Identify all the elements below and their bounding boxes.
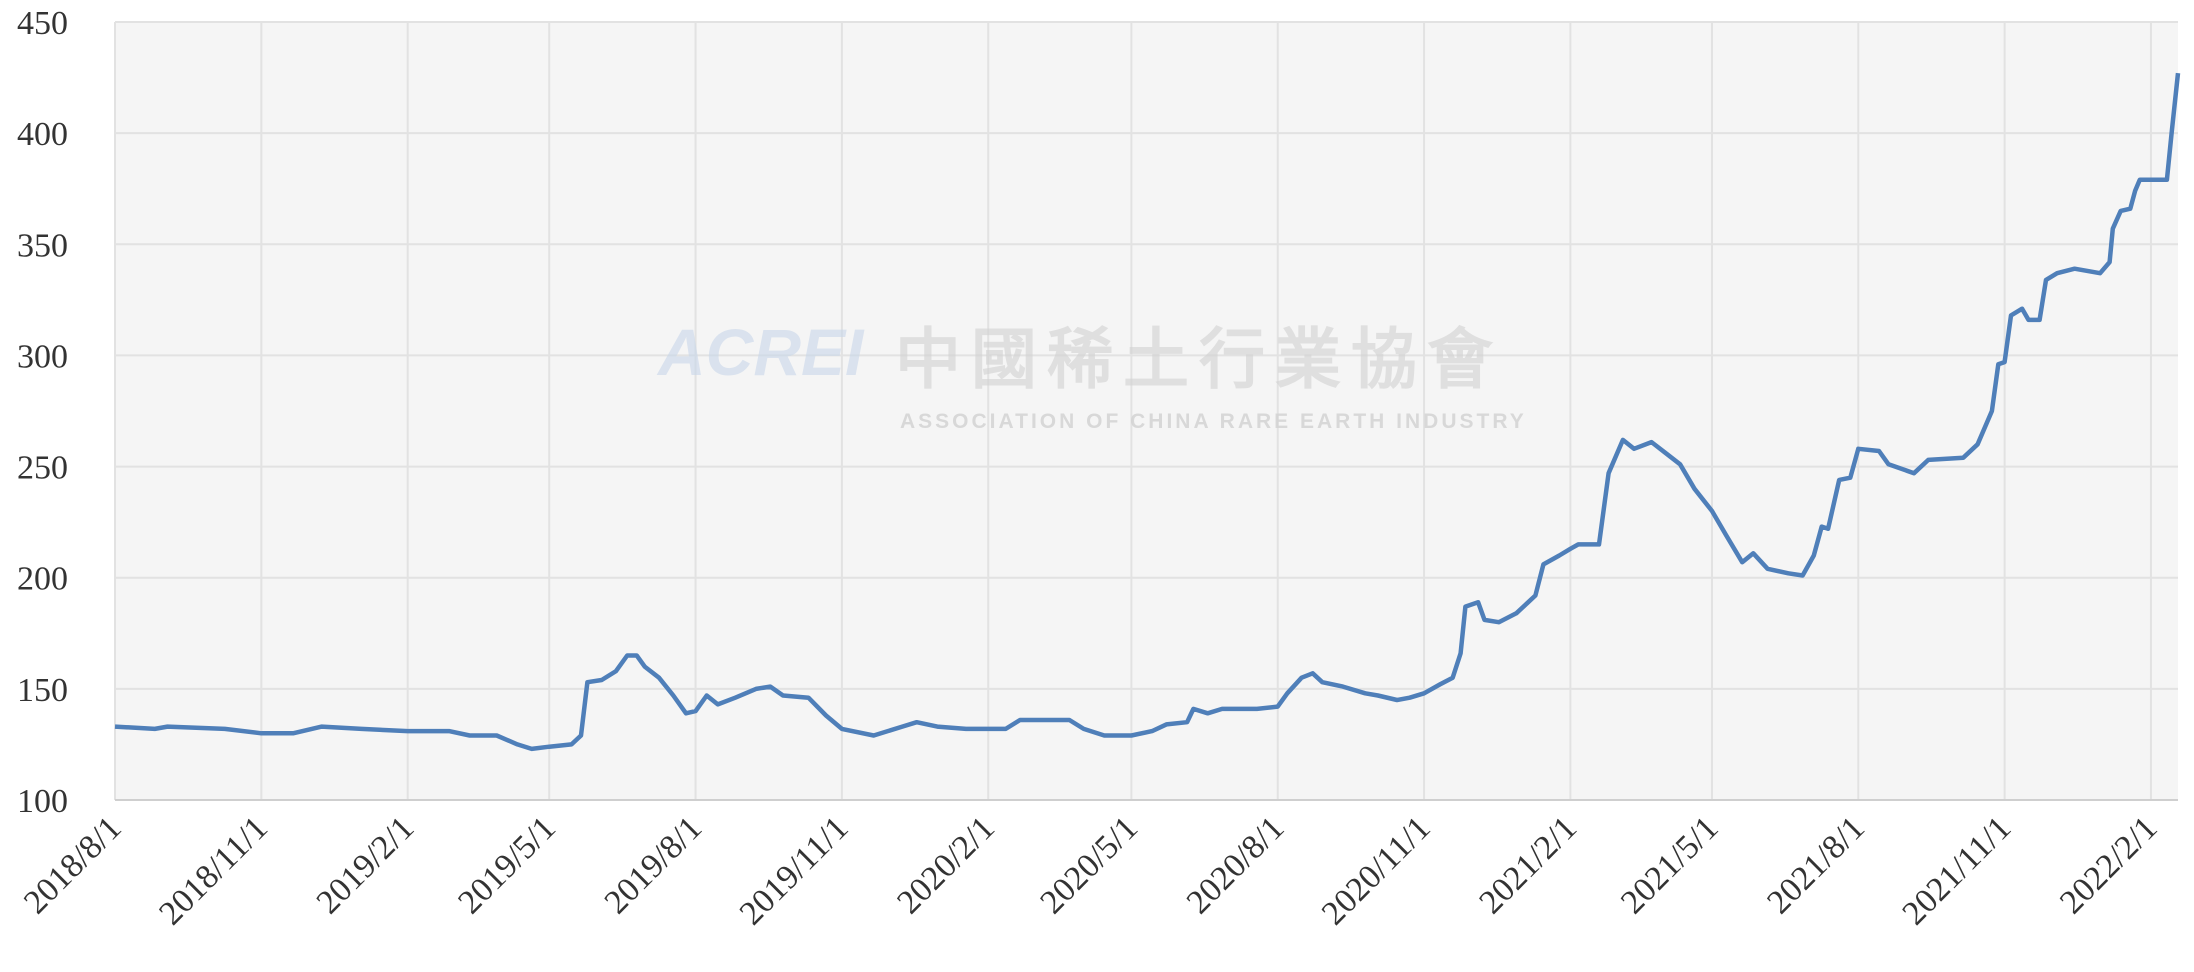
y-tick-label: 150	[17, 672, 68, 709]
x-tick-label: 2019/11/1	[733, 809, 856, 932]
marks	[114, 72, 2181, 752]
x-tick-label: 2021/8/1	[1760, 809, 1872, 921]
y-tick-label: 400	[17, 116, 68, 153]
x-tick-label: 2018/11/1	[152, 809, 275, 932]
x-tick-label: 2019/5/1	[451, 809, 563, 921]
x-tick-label: 2020/8/1	[1180, 809, 1292, 921]
watermark-subtitle: ASSOCIATION OF CHINA RARE EARTH INDUSTRY	[900, 410, 1527, 433]
y-tick-label: 450	[17, 5, 68, 42]
line-series	[114, 72, 2181, 752]
x-tick-label: 2020/5/1	[1033, 809, 1145, 921]
grid	[114, 21, 2178, 801]
x-tick-label: 2021/11/1	[1895, 809, 2018, 932]
x-tick-label: 2019/8/1	[598, 809, 710, 921]
x-tick-label: 2020/2/1	[890, 809, 1002, 921]
y-tick-label: 300	[17, 338, 68, 375]
x-tick-label: 2018/8/1	[17, 809, 129, 921]
x-tick-label: 2021/5/1	[1614, 809, 1726, 921]
x-tick-label: 2020/11/1	[1315, 809, 1438, 932]
watermark-logo: ACREI	[656, 315, 865, 389]
x-tick-label: 2019/2/1	[310, 809, 422, 921]
y-tick-label: 100	[17, 783, 68, 820]
y-tick-label: 250	[17, 450, 68, 487]
watermark-name: 中國稀土行業協會	[895, 320, 1503, 398]
y-tick-label: 350	[17, 227, 68, 264]
watermark: ACREI 中國稀土行業協會 ASSOCIATION OF CHINA RARE…	[656, 315, 1527, 433]
x-tick-label: 2022/2/1	[2053, 809, 2165, 921]
x-tick-label: 2021/2/1	[1472, 809, 1584, 921]
y-tick-label: 200	[17, 561, 68, 598]
plot-area	[115, 22, 2178, 800]
